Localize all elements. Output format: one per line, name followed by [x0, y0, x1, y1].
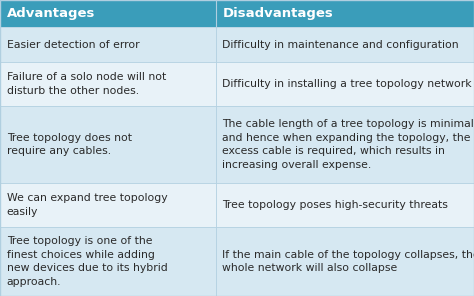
Text: If the main cable of the topology collapses, the
whole network will also collaps: If the main cable of the topology collap…	[222, 250, 474, 273]
Text: The cable length of a tree topology is minimal,
and hence when expanding the top: The cable length of a tree topology is m…	[222, 119, 474, 170]
Text: Easier detection of error: Easier detection of error	[7, 40, 139, 50]
Text: Failure of a solo node will not
disturb the other nodes.: Failure of a solo node will not disturb …	[7, 72, 166, 96]
Text: Disadvantages: Disadvantages	[222, 7, 333, 20]
Bar	[216, 106, 474, 183]
Text: Tree topology poses high-security threats: Tree topology poses high-security threat…	[222, 200, 448, 210]
Bar	[0, 106, 216, 183]
Bar	[216, 227, 474, 296]
Bar	[0, 227, 216, 296]
Bar	[216, 183, 474, 227]
Bar	[0, 62, 216, 106]
Text: Advantages: Advantages	[7, 7, 95, 20]
Text: We can expand tree topology
easily: We can expand tree topology easily	[7, 193, 167, 217]
Text: Difficulty in installing a tree topology network: Difficulty in installing a tree topology…	[222, 79, 472, 89]
Text: Tree topology does not
require any cables.: Tree topology does not require any cable…	[7, 133, 132, 156]
Bar	[216, 27, 474, 62]
Text: Difficulty in maintenance and configuration: Difficulty in maintenance and configurat…	[222, 40, 459, 50]
Bar	[0, 183, 216, 227]
Bar	[0, 0, 474, 27]
Bar	[0, 27, 216, 62]
Text: Tree topology is one of the
finest choices while adding
new devices due to its h: Tree topology is one of the finest choic…	[7, 236, 167, 287]
Bar	[216, 62, 474, 106]
